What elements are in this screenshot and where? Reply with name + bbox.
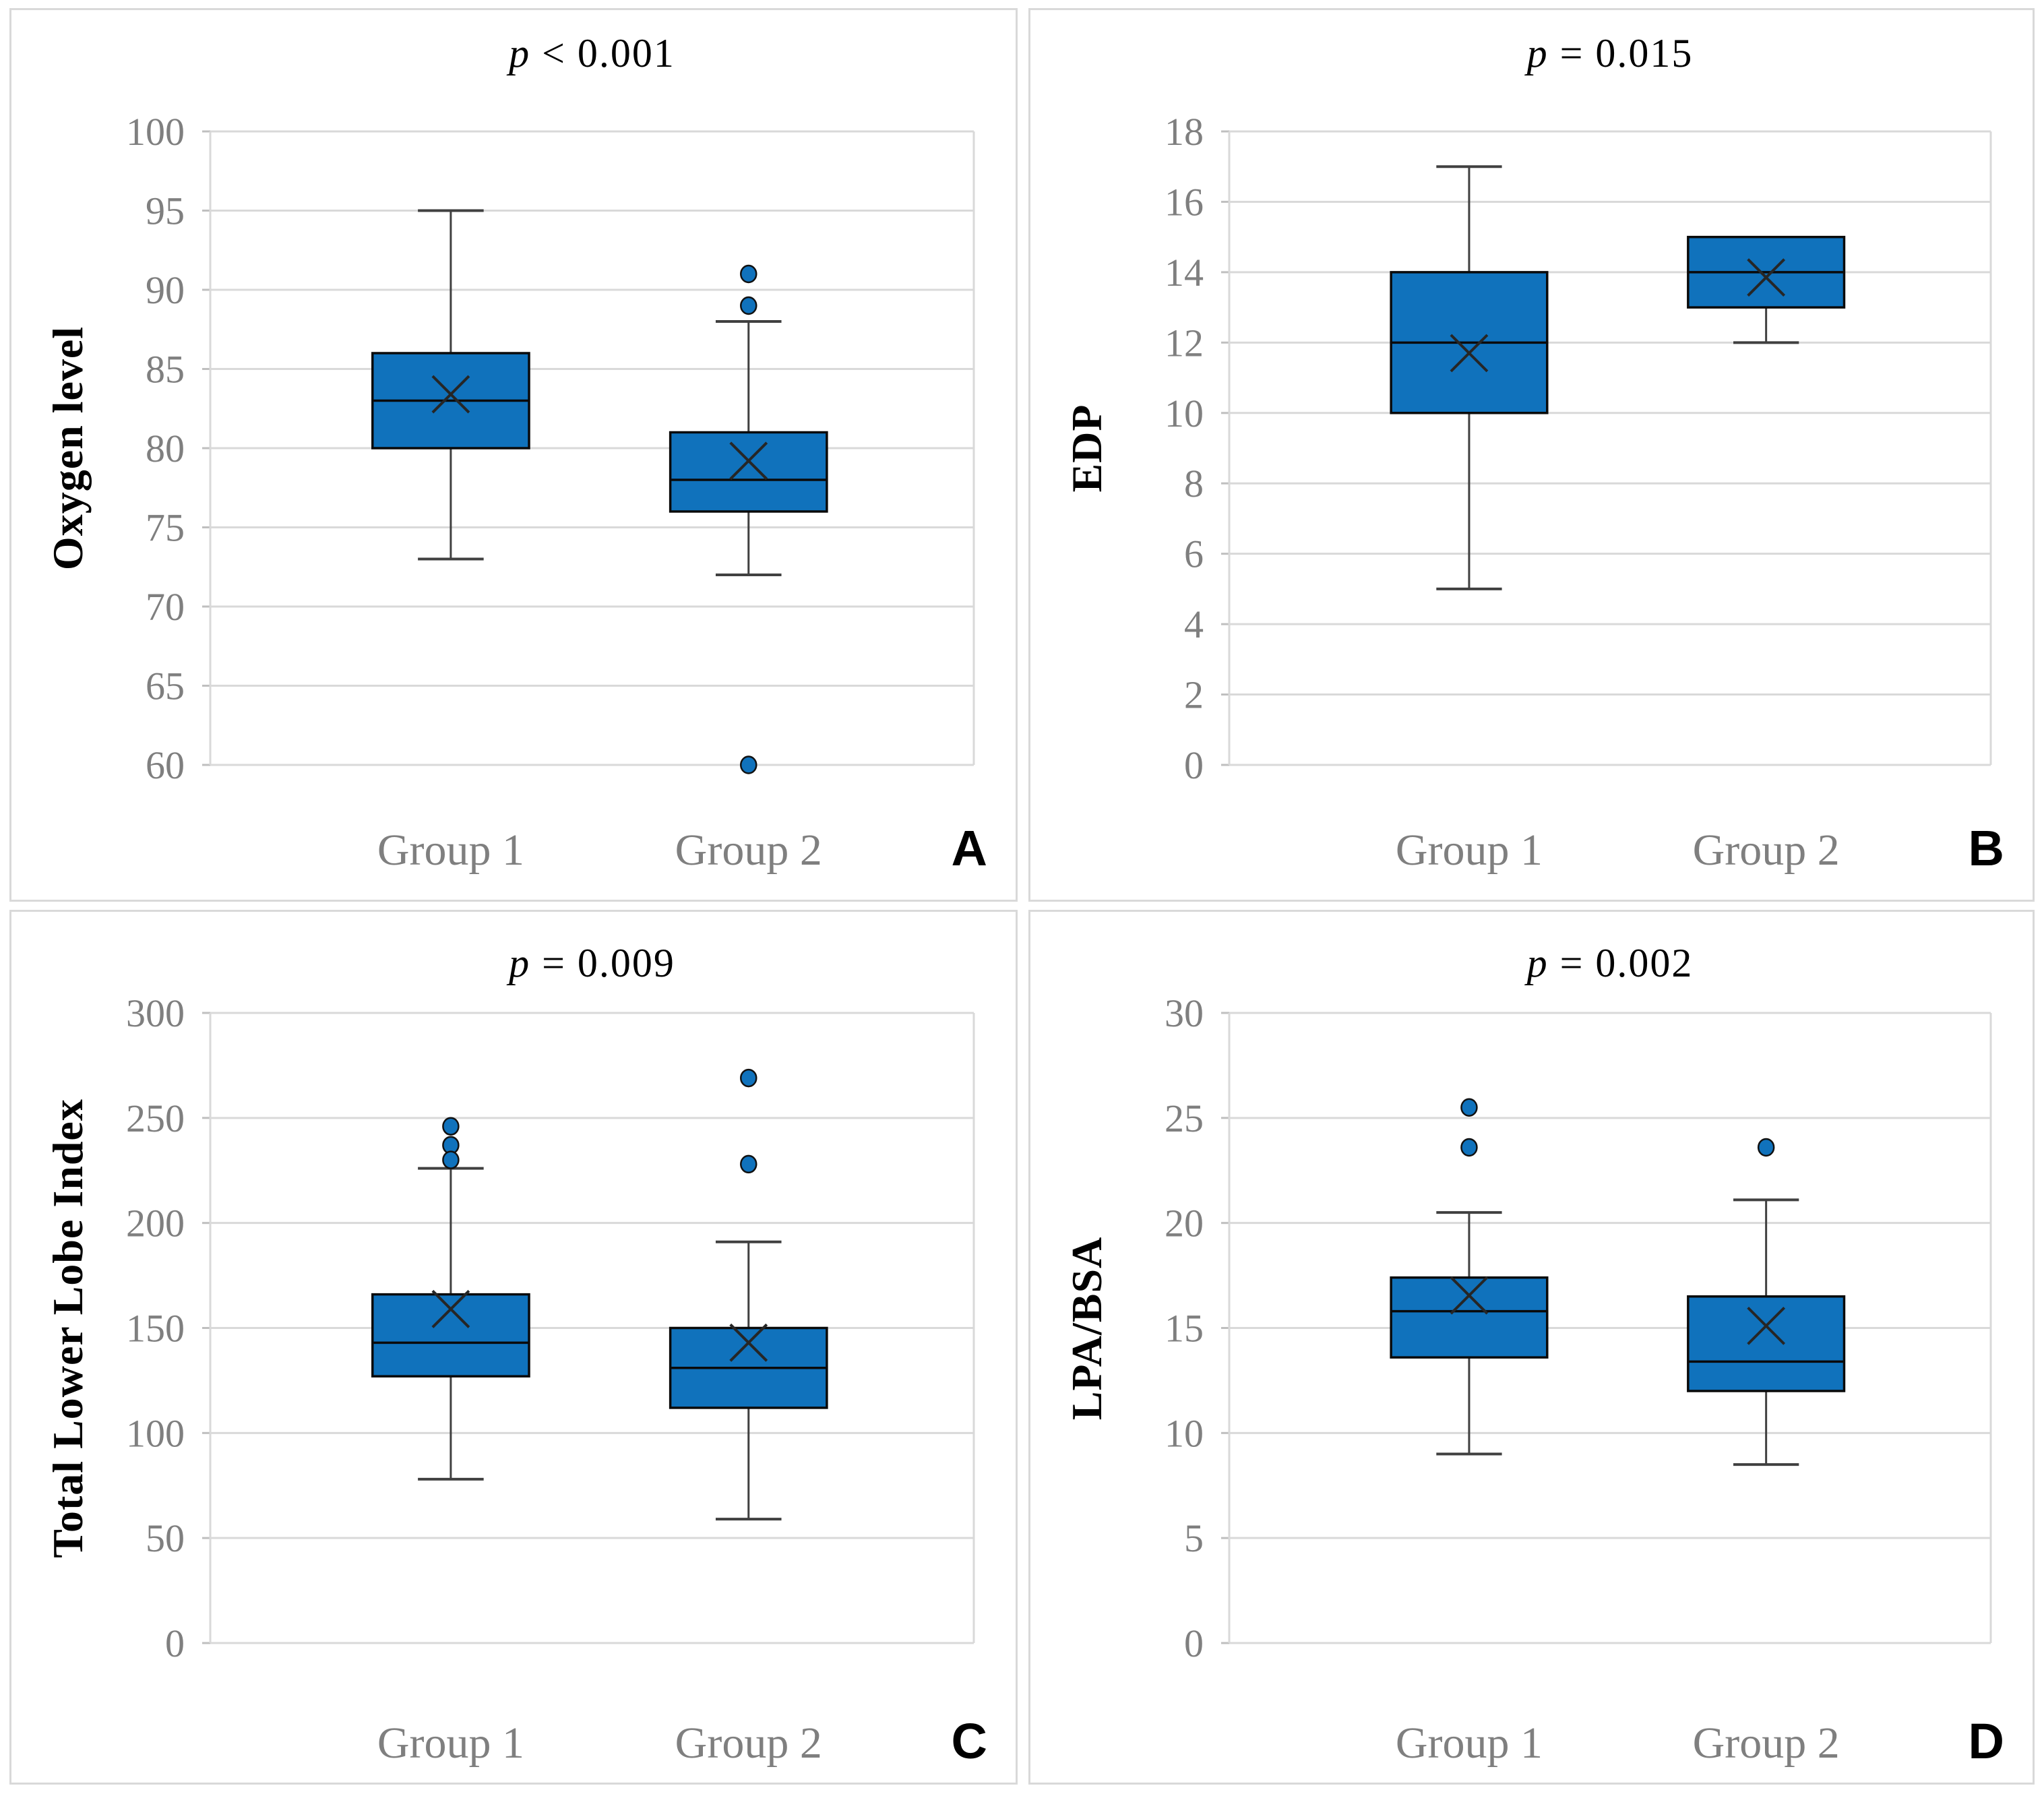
- box-series-group-2: [669, 1068, 828, 1521]
- box-series-group-1: [371, 1117, 530, 1481]
- y-tick-label: 0: [165, 1621, 185, 1665]
- y-tick-label: 100: [126, 110, 185, 154]
- iqr-box: [371, 1293, 530, 1378]
- category-label-group2: Group 2: [1692, 826, 1840, 875]
- boxplot-canvas-a: 100 95 90 85 80 75 70 65 60: [126, 110, 975, 787]
- y-tick-label: 60: [146, 743, 185, 787]
- mean-x-marker: [1747, 1306, 1786, 1345]
- y-tick-label: 8: [1184, 462, 1204, 505]
- y-tick-label: 300: [126, 991, 185, 1035]
- category-label-group2: Group 2: [1692, 1719, 1840, 1768]
- iqr-box: [1687, 1295, 1846, 1392]
- panel-letter: C: [951, 1713, 987, 1769]
- y-tick-label: 15: [1165, 1307, 1204, 1351]
- box-series-group-1: [1390, 1098, 1549, 1456]
- y-axis-title: Total Lower Lobe Index: [44, 1098, 92, 1558]
- y-tick-label: 14: [1165, 251, 1204, 295]
- y-tick-label: 75: [146, 506, 185, 550]
- panel-b: 18 16 14 12 10 8 6 4 2 0 p = 0.015 EDP Group 1 Gr…: [1028, 8, 2035, 902]
- mean-x-marker: [431, 1290, 470, 1328]
- mean-x-marker: [1747, 258, 1786, 297]
- y-axis-title: Oxygen level: [44, 326, 92, 571]
- y-tick-label: 200: [126, 1202, 185, 1245]
- y-tick-label: 20: [1165, 1202, 1204, 1245]
- y-tick-label: 10: [1165, 1411, 1204, 1455]
- category-label-group1: Group 1: [1395, 1719, 1543, 1768]
- iqr-box: [1390, 1276, 1549, 1359]
- outlier-point: [740, 1068, 757, 1088]
- y-tick-label: 30: [1165, 991, 1204, 1035]
- y-tick-label: 12: [1165, 321, 1204, 365]
- outlier-point: [1460, 1098, 1478, 1117]
- box-series-group-1: [371, 209, 530, 561]
- y-tick-label: 70: [146, 585, 185, 629]
- y-tick-label: 95: [146, 189, 185, 233]
- box-series-group-2: [669, 264, 828, 774]
- y-tick-label: 18: [1165, 110, 1204, 154]
- panel-letter: A: [951, 820, 987, 876]
- y-tick-label: 10: [1165, 392, 1204, 435]
- y-tick-label: 0: [1184, 743, 1204, 787]
- y-tick-label: 2: [1184, 673, 1204, 717]
- box-series-group-2: [1687, 235, 1846, 344]
- mean-x-marker: [1450, 1276, 1489, 1315]
- y-axis-title: LPA/BSA: [1063, 1236, 1111, 1420]
- box-series-group-2: [1687, 1138, 1846, 1466]
- y-tick-label: 85: [146, 348, 185, 392]
- category-label-group1: Group 1: [377, 826, 524, 875]
- y-tick-label: 80: [146, 427, 185, 470]
- iqr-box: [669, 431, 828, 513]
- outlier-point: [442, 1150, 460, 1169]
- p-value-title: p = 0.002: [1526, 941, 1694, 985]
- outlier-point: [740, 755, 757, 774]
- boxplot-canvas-b: 18 16 14 12 10 8 6 4 2 0: [1165, 110, 1992, 787]
- y-tick-label: 0: [1184, 1621, 1204, 1665]
- outlier-point: [740, 296, 757, 315]
- panel-d: 30 25 20 15 10 5 0 p = 0.002 LPA/BSA Group 1 G…: [1028, 910, 2035, 1785]
- y-tick-label: 6: [1184, 532, 1204, 576]
- outlier-point: [442, 1117, 460, 1136]
- y-tick-label: 150: [126, 1307, 185, 1351]
- mean-x-marker: [729, 1323, 768, 1362]
- panel-letter: D: [1968, 1713, 2004, 1769]
- y-tick-label: 90: [146, 268, 185, 312]
- y-tick-label: 250: [126, 1096, 185, 1140]
- mean-x-marker: [729, 441, 768, 481]
- panel-a: 100 95 90 85 80 75 70 65 60 p < 0.001 Oxygen lev…: [9, 8, 1018, 902]
- outlier-point: [740, 264, 757, 284]
- panel-letter: B: [1968, 820, 2004, 876]
- outlier-point: [1757, 1138, 1775, 1157]
- category-label-group2: Group 2: [675, 826, 822, 875]
- panel-c: 300 250 200 150 100 50 0 p = 0.009 Total Lower…: [9, 910, 1018, 1785]
- p-value-title: p = 0.015: [1526, 31, 1694, 75]
- y-tick-label: 25: [1165, 1096, 1204, 1140]
- outlier-point: [1460, 1138, 1478, 1157]
- p-value-title: p = 0.009: [509, 941, 675, 985]
- mean-x-marker: [1450, 334, 1489, 373]
- outlier-point: [740, 1154, 757, 1174]
- y-tick-label: 65: [146, 664, 185, 708]
- y-tick-label: 100: [126, 1411, 185, 1455]
- box-series-group-1: [1390, 165, 1549, 590]
- category-label-group2: Group 2: [675, 1719, 822, 1768]
- p-value-title: p < 0.001: [509, 31, 675, 75]
- boxplot-canvas-c: 300 250 200 150 100 50 0: [126, 991, 975, 1665]
- category-label-group1: Group 1: [377, 1719, 524, 1768]
- y-axis-title: EDP: [1063, 404, 1111, 493]
- y-tick-label: 16: [1165, 180, 1204, 224]
- y-tick-label: 4: [1184, 602, 1204, 646]
- y-tick-label: 5: [1184, 1516, 1204, 1560]
- mean-x-marker: [431, 375, 470, 414]
- category-label-group1: Group 1: [1395, 826, 1543, 875]
- y-tick-label: 50: [146, 1516, 185, 1560]
- boxplot-canvas-d: 30 25 20 15 10 5 0: [1165, 991, 1992, 1665]
